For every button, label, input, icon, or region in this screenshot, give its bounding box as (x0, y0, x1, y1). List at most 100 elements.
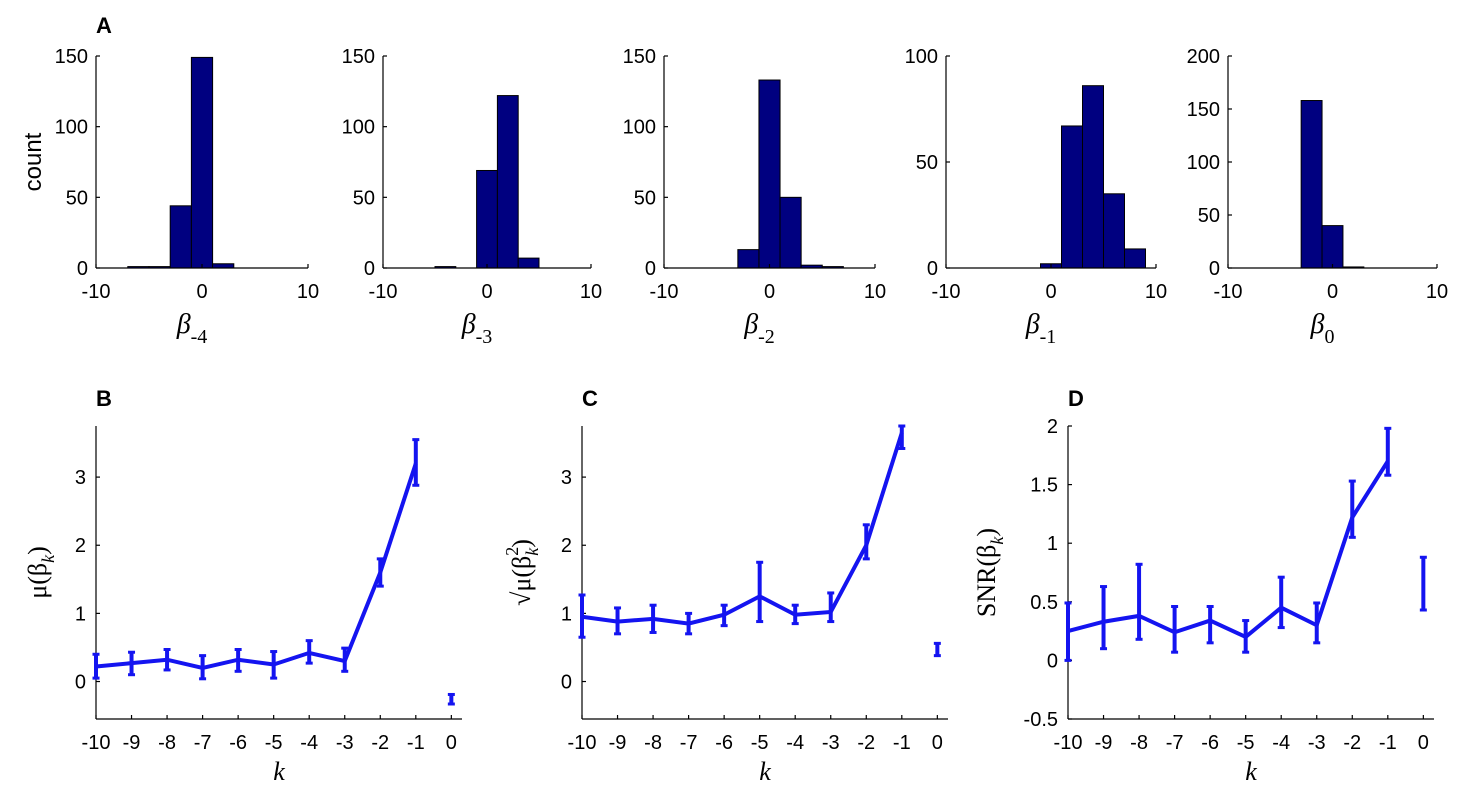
y-tick-label: 0 (77, 258, 88, 280)
x-tick-label: -8 (644, 732, 662, 754)
x-tick-label: -10 (82, 732, 111, 754)
x-tick-label: 10 (580, 281, 602, 303)
x-tick-label: -10 (369, 281, 398, 303)
y-axis-label: √μ(β2k) (502, 539, 542, 606)
x-axis-label: k (759, 757, 771, 786)
y-axis-label: SNR(βk) (972, 528, 1007, 617)
histogram-bar (190, 56, 214, 269)
x-tick-label: 10 (1426, 281, 1448, 303)
y-tick-label: 2 (75, 535, 86, 557)
x-tick-label: -9 (1095, 732, 1113, 754)
x-tick-label: -1 (893, 732, 911, 754)
y-tick-label: 100 (623, 117, 656, 139)
x-tick-label: 0 (196, 281, 207, 303)
y-tick-label: 0 (561, 672, 572, 694)
y-tick-label: 1.5 (1030, 475, 1058, 497)
series-line (95, 462, 418, 670)
x-tick-label: -4 (786, 732, 804, 754)
y-tick-label: 100 (905, 46, 938, 68)
y-tick-label: 0 (645, 258, 656, 280)
histogram-bar (1321, 225, 1344, 269)
y-tick-label: 200 (1187, 46, 1220, 68)
y-tick-label: 150 (1187, 99, 1220, 121)
y-tick-label: 50 (66, 187, 88, 209)
histogram-bar (476, 169, 498, 269)
y-tick-label: 0.5 (1030, 592, 1058, 614)
y-tick-label: 150 (55, 46, 88, 68)
y-tick-label: 3 (75, 467, 86, 489)
x-tick-label: 10 (297, 281, 319, 303)
y-tick-label: 2 (1047, 416, 1058, 438)
x-tick-label: -5 (265, 732, 283, 754)
histogram-bar (1103, 193, 1125, 269)
x-tick-label: -7 (1166, 732, 1184, 754)
y-tick-label: 50 (1198, 205, 1220, 227)
y-tick-label: 1 (1047, 533, 1058, 555)
x-axis-label: β-4 (176, 309, 208, 348)
y-tick-label: 0 (1047, 650, 1058, 672)
y-tick-label: 50 (634, 187, 656, 209)
x-axis-label: β0 (1310, 309, 1335, 348)
y-axis-label: count (20, 132, 47, 191)
y-tick-label: 100 (342, 117, 375, 139)
x-axis-label: k (273, 757, 285, 786)
x-tick-label: -2 (857, 732, 875, 754)
histogram-bar (758, 79, 781, 269)
x-tick-label: -1 (1379, 732, 1397, 754)
series-line (1067, 460, 1390, 640)
x-tick-label: -10 (932, 281, 961, 303)
x-tick-label: 0 (1418, 732, 1429, 754)
y-tick-label: 0 (364, 258, 375, 280)
panel-label-b: B (96, 386, 112, 411)
chart-snr-beta: -0.500.511.52-10 -9 -8 -7 -6 -5 -4 -3 -2 -1 0kSNR(… (972, 416, 1434, 786)
x-tick-label: 0 (1327, 281, 1338, 303)
x-tick-label: 10 (1145, 281, 1167, 303)
x-axis-label: k (1245, 757, 1257, 786)
x-tick-label: -10 (650, 281, 679, 303)
y-tick-label: 0 (927, 258, 938, 280)
x-tick-label: -6 (229, 732, 247, 754)
histogram-bar (517, 257, 540, 269)
panel-label-d: D (1068, 386, 1084, 411)
x-tick-label: -3 (336, 732, 354, 754)
x-tick-label: -10 (1214, 281, 1243, 303)
x-tick-label: -2 (1343, 732, 1361, 754)
histogram-bar (496, 95, 519, 269)
x-tick-label: -4 (1272, 732, 1290, 754)
x-tick-label: -10 (568, 732, 597, 754)
x-tick-label: -4 (300, 732, 318, 754)
y-tick-label: 50 (353, 187, 375, 209)
x-tick-label: 0 (764, 281, 775, 303)
x-tick-label: -2 (371, 732, 389, 754)
x-tick-label: -6 (1201, 732, 1219, 754)
histogram-bar (1082, 85, 1104, 269)
y-tick-label: 0 (1209, 258, 1220, 280)
y-tick-label: 2 (561, 535, 572, 557)
histogram-bar (737, 249, 760, 269)
x-tick-label: -1 (407, 732, 425, 754)
x-tick-label: -7 (680, 732, 698, 754)
y-tick-label: 1 (75, 603, 86, 625)
y-tick-label: 1 (561, 603, 572, 625)
x-tick-label: -10 (1054, 732, 1083, 754)
histogram-bar (212, 263, 235, 269)
panel-label-a: A (96, 13, 112, 38)
x-axis-label: β-2 (743, 309, 775, 348)
y-axis-label: μ(βk) (23, 546, 58, 599)
series-line (581, 432, 904, 626)
histogram-bar (1061, 125, 1083, 269)
histogram-bar (169, 205, 192, 269)
x-tick-label: -5 (1237, 732, 1255, 754)
histogram-bar (779, 196, 802, 269)
x-tick-label: -8 (158, 732, 176, 754)
x-tick-label: 10 (864, 281, 886, 303)
x-axis-label: β-3 (461, 309, 493, 348)
x-tick-label: -6 (715, 732, 733, 754)
